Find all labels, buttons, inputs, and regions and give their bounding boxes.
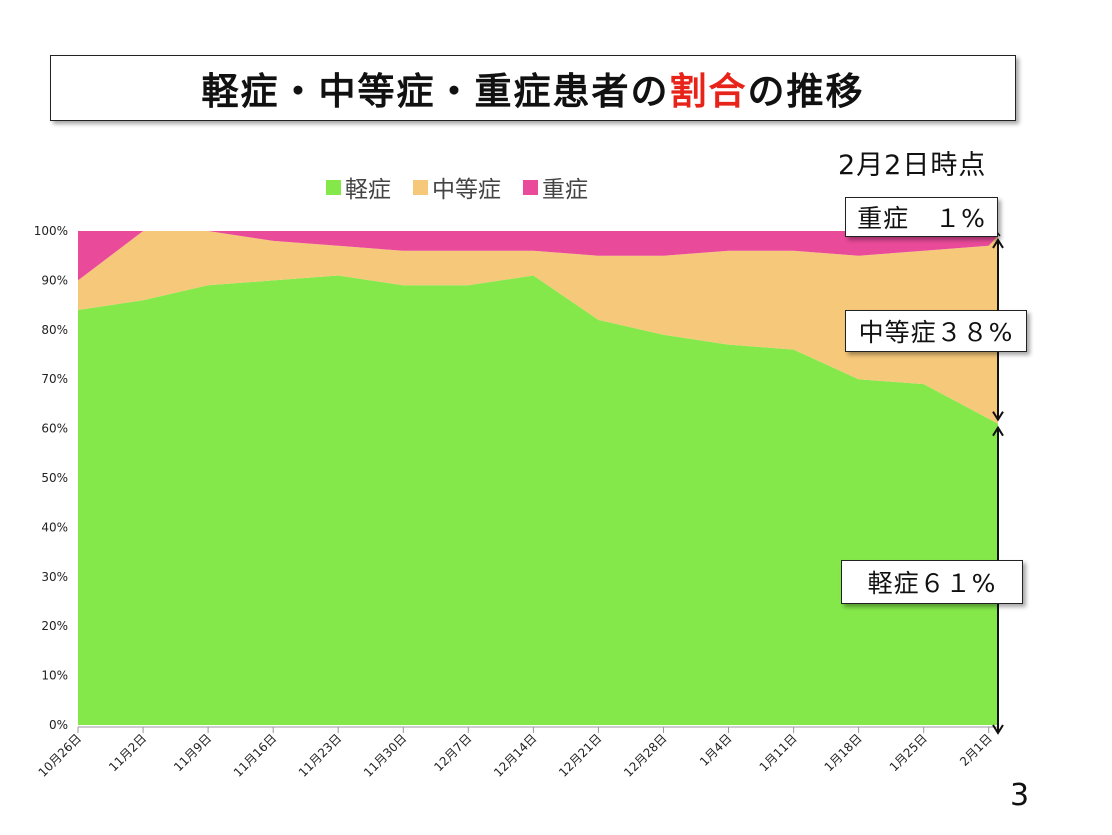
x-tick-label: 2月1日 (957, 731, 995, 769)
x-tick-label: 11月16日 (231, 731, 279, 779)
bracket-mild-head-bottom (992, 724, 1004, 735)
callout-mild: 軽症６１% (841, 560, 1023, 604)
x-tick-label: 12月7日 (431, 731, 474, 774)
as-of-date: 2月2日時点 (838, 150, 987, 181)
x-tick-label: 11月2日 (106, 731, 149, 774)
legend-swatch-moderate (413, 179, 428, 195)
x-tick-label: 1月4日 (697, 731, 735, 769)
x-tick-label: 12月14日 (491, 731, 539, 779)
bracket-mild-head-top (992, 425, 1004, 437)
x-tick-label: 12月28日 (621, 731, 669, 779)
x-tick-label: 1月18日 (822, 731, 865, 774)
y-tick-label: 50% (41, 471, 68, 485)
y-tick-label: 0% (49, 718, 68, 732)
legend-item-moderate: 中等症 (413, 170, 501, 204)
y-tick-label: 100% (34, 224, 68, 238)
chart-legend: 軽症 中等症 重症 (326, 170, 588, 204)
legend-label-severe: 重症 (542, 177, 588, 203)
bracket-moderate-head-top (992, 238, 1004, 249)
x-tick-label: 10月26日 (36, 731, 84, 779)
x-tick-label: 11月23日 (296, 731, 344, 779)
y-tick-label: 10% (41, 669, 68, 683)
y-tick-label: 30% (41, 570, 68, 584)
legend-label-mild: 軽症 (345, 177, 391, 203)
y-tick-label: 20% (41, 619, 68, 633)
bracket-moderate-head-bottom (992, 411, 1004, 422)
area-series-mild (78, 275, 998, 725)
callout-severe: 重症 １% (845, 197, 998, 237)
y-tick-label: 90% (41, 273, 68, 287)
callout-moderate: 中等症３８% (845, 310, 1027, 352)
x-tick-label: 1月25日 (887, 731, 930, 774)
x-tick-label: 11月30日 (361, 731, 409, 779)
title-text: 軽症・中等症・重症患者の (201, 70, 670, 113)
legend-item-mild: 軽症 (326, 170, 391, 204)
x-tick-label: 12月21日 (556, 731, 604, 779)
area-series-severe (78, 231, 998, 281)
x-tick-label: 1月11日 (757, 731, 800, 774)
y-tick-label: 70% (41, 372, 68, 386)
y-tick-label: 60% (41, 422, 68, 436)
legend-label-moderate: 中等症 (432, 177, 501, 203)
title-text-end: の推移 (747, 70, 865, 113)
legend-item-severe: 重症 (523, 170, 588, 204)
title-accent-text: 割合 (669, 70, 748, 113)
area-series-moderate (78, 231, 998, 424)
x-tick-label: 11月9日 (171, 731, 214, 774)
y-tick-label: 80% (41, 323, 68, 337)
legend-swatch-severe (523, 179, 538, 195)
y-tick-label: 40% (41, 520, 68, 534)
legend-swatch-mild (326, 179, 341, 195)
page-number: 3 (1010, 778, 1030, 813)
page-title: 軽症・中等症・重症患者の 割合 の推移 (50, 55, 1016, 121)
